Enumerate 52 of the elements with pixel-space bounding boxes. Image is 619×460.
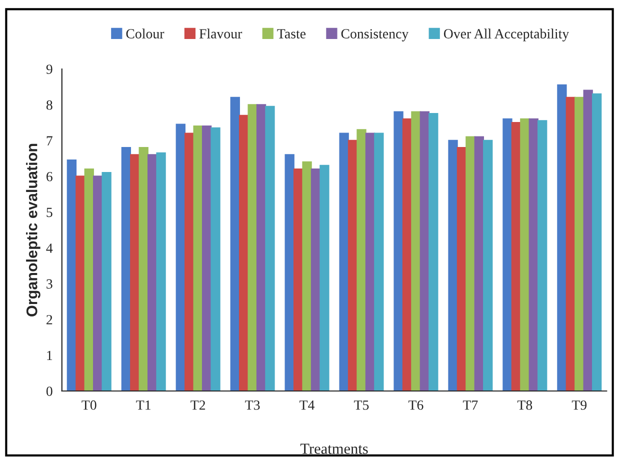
x-tick-label: T0 [82, 400, 96, 410]
x-tick-label: T4 [300, 400, 315, 410]
legend-label: Flavour [199, 28, 242, 38]
y-tick-label: 7 [46, 136, 52, 146]
y-tick-label: 0 [46, 386, 52, 396]
bar [320, 164, 330, 391]
y-tick-label: 8 [46, 100, 52, 110]
bar [428, 113, 438, 391]
y-tick-label: 4 [46, 244, 53, 253]
y-axis-title: Organoleptic evaluation [26, 144, 40, 316]
bar [302, 161, 312, 391]
x-tick-label: T3 [245, 400, 260, 410]
legend-label: Taste [277, 29, 306, 38]
bar [265, 106, 275, 391]
y-tick-label: 9 [46, 64, 52, 74]
y-tick-label: 1 [47, 350, 52, 360]
bar [411, 111, 421, 391]
bar [502, 118, 512, 391]
bar [538, 120, 548, 391]
bar [466, 136, 476, 391]
x-tick-label: T5 [354, 400, 369, 410]
x-tick-label: T8 [517, 400, 532, 410]
x-axis-title: Treatments [300, 444, 368, 454]
y-tick-label: 2 [46, 315, 52, 324]
legend-label: Colour [126, 28, 164, 38]
bar [210, 127, 220, 391]
bar [520, 118, 530, 391]
bar [592, 93, 602, 391]
x-tick-label: T9 [572, 400, 587, 410]
legend-label: Over All Acceptability [444, 28, 570, 42]
x-tick-label: T2 [190, 400, 206, 410]
x-tick-label: T6 [408, 400, 424, 410]
bar [448, 140, 458, 391]
bar [76, 176, 86, 391]
bar [193, 126, 203, 391]
x-tick-label: T7 [462, 400, 478, 410]
bar [156, 152, 166, 391]
x-tick-label: T1 [136, 400, 150, 410]
bar [248, 104, 258, 391]
bar [374, 132, 384, 391]
y-tick-label: 5 [46, 208, 52, 218]
legend-label: Consistency [341, 29, 409, 42]
y-tick-label: 3 [46, 279, 52, 289]
bar [339, 132, 349, 391]
bar [130, 154, 140, 391]
bar [574, 96, 584, 391]
bar [483, 140, 493, 391]
bar [102, 172, 112, 391]
bar [356, 129, 366, 391]
y-tick-label: 6 [46, 172, 52, 182]
bar [394, 111, 404, 391]
bar [557, 84, 567, 391]
